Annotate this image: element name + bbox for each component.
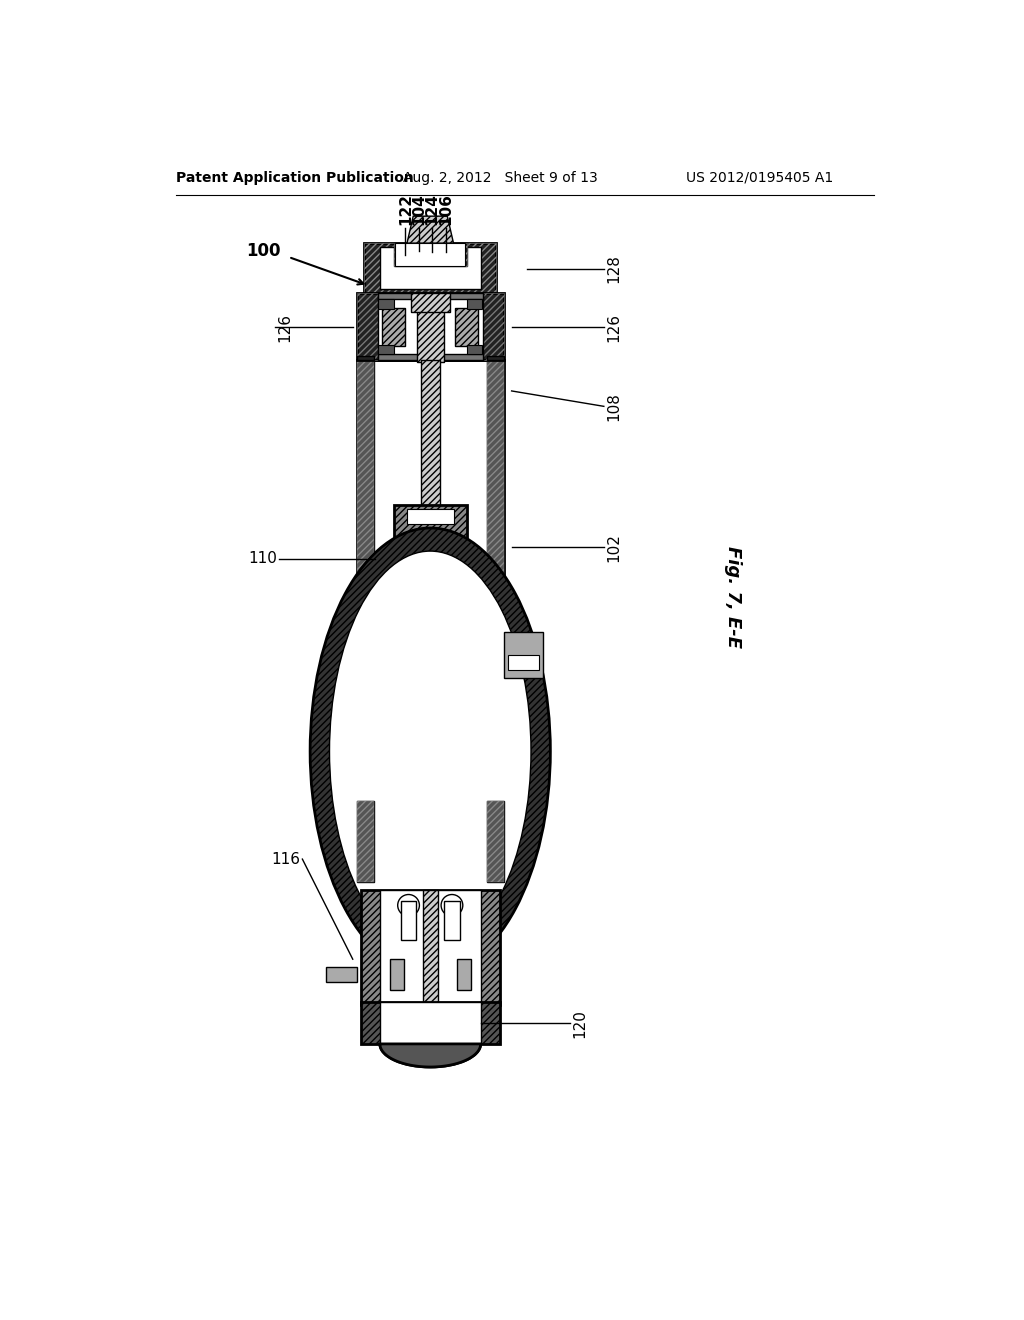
Bar (326, 968, 356, 982)
Bar (365, 243, 496, 293)
Text: 116: 116 (271, 851, 300, 867)
Text: 126: 126 (606, 313, 622, 342)
Circle shape (441, 895, 463, 916)
Bar (360, 890, 500, 1006)
Bar (419, 590, 442, 612)
Bar (411, 293, 450, 313)
Bar (423, 890, 438, 1006)
Bar (360, 1002, 500, 1044)
Bar (356, 801, 374, 882)
Text: 108: 108 (606, 392, 622, 421)
Bar (360, 890, 500, 1006)
Bar (455, 308, 478, 346)
Bar (486, 801, 504, 882)
Bar (411, 293, 450, 313)
Bar (380, 247, 480, 289)
Text: 128: 128 (606, 253, 622, 282)
Ellipse shape (310, 528, 550, 974)
Bar (410, 252, 451, 267)
Polygon shape (391, 612, 469, 721)
Bar (356, 293, 504, 360)
Bar (380, 890, 480, 1006)
Bar (467, 345, 482, 354)
Text: 106: 106 (438, 194, 454, 226)
Text: 122: 122 (398, 194, 413, 226)
Text: 124: 124 (424, 194, 439, 226)
Bar (382, 308, 406, 346)
Text: Patent Application Publication: Patent Application Publication (176, 170, 414, 185)
Bar (417, 293, 444, 362)
Circle shape (397, 895, 420, 916)
Bar (417, 248, 443, 277)
Bar (486, 360, 504, 805)
Bar (400, 902, 417, 940)
Bar (378, 293, 483, 360)
Bar (455, 308, 478, 346)
Polygon shape (407, 216, 454, 243)
Bar (394, 243, 467, 267)
Bar (486, 801, 504, 882)
Bar (418, 235, 442, 252)
Bar (356, 360, 374, 805)
Text: Fig. 7, E-E: Fig. 7, E-E (724, 546, 741, 648)
Bar (410, 252, 451, 267)
Bar (394, 506, 467, 590)
Bar (418, 235, 442, 252)
Bar (395, 243, 465, 267)
Text: 126: 126 (278, 313, 293, 342)
Bar (508, 655, 539, 671)
Bar (365, 243, 496, 293)
Bar (444, 902, 460, 940)
Text: 120: 120 (572, 1008, 587, 1038)
Bar (356, 293, 504, 360)
Bar (378, 354, 483, 360)
Bar (360, 1002, 500, 1044)
Bar (486, 360, 504, 805)
Text: Aug. 2, 2012   Sheet 9 of 13: Aug. 2, 2012 Sheet 9 of 13 (403, 170, 598, 185)
Bar (407, 508, 454, 524)
Bar (356, 356, 374, 360)
Bar (504, 632, 543, 678)
Bar (423, 252, 438, 275)
Bar (417, 293, 444, 362)
Bar (378, 293, 483, 300)
Bar (421, 360, 440, 548)
Bar (486, 356, 504, 360)
Bar (423, 890, 438, 1006)
Text: 102: 102 (606, 533, 622, 562)
Bar (458, 960, 471, 990)
Bar (421, 360, 440, 548)
Bar (356, 360, 374, 805)
Bar (419, 590, 442, 612)
Bar (382, 308, 406, 346)
Bar (380, 1002, 480, 1044)
Bar (378, 300, 394, 309)
Text: 100: 100 (247, 242, 281, 260)
Bar (394, 243, 467, 267)
Bar (390, 960, 403, 990)
Text: 104: 104 (411, 194, 426, 226)
Bar (378, 345, 394, 354)
Text: 110: 110 (248, 552, 276, 566)
Ellipse shape (330, 552, 531, 952)
Bar (356, 360, 504, 805)
Bar (394, 506, 467, 590)
Bar (467, 300, 482, 309)
Text: US 2012/0195405 A1: US 2012/0195405 A1 (686, 170, 834, 185)
Polygon shape (380, 1044, 480, 1067)
Bar (356, 801, 374, 882)
